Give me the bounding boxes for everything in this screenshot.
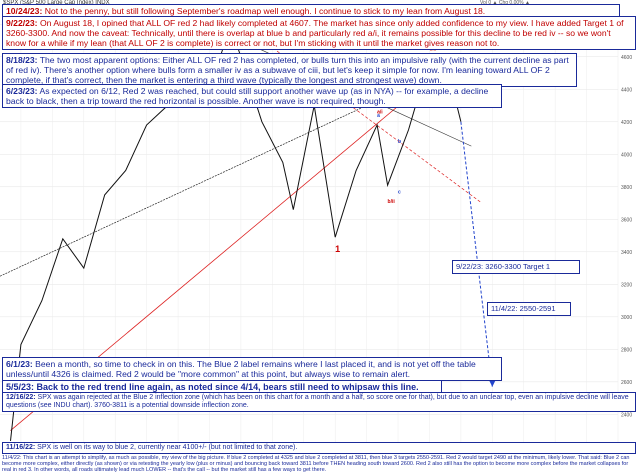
footer-note: 11/4/22: This chart is an attempt to sim… [2,455,630,473]
note-text: As expected on 6/12, Red 2 was reached, … [6,86,489,106]
target-1-text: 9/22/23: 3260-3300 Target 1 [456,262,551,271]
note-date: 6/23/23: [6,86,38,96]
note-text: Been a month, so time to check in on thi… [6,359,476,379]
note-text: The two most apparent options: Either AL… [6,55,569,85]
note-date: 12/16/22: [6,394,36,401]
note-date: 10/24/23: [6,6,43,16]
y-tick-label: 2800 [621,347,632,353]
wave-label: b/ii [388,199,396,205]
wave-label: a [377,113,380,119]
note-date: 6/1/23: [6,359,33,369]
target-2-label: 11/4/22: 2550-2591 [487,302,571,316]
y-tick-label: 2400 [621,412,632,418]
wave-label: a/i [377,110,383,116]
note-6-23-23: 6/23/23: As expected on 6/12, Red 2 was … [2,84,502,108]
y-tick-label: 4600 [621,55,632,61]
wave-label: b [398,139,401,145]
y-tick-label: 3800 [621,185,632,191]
note-text: SPX is well on its way to blue 2, curren… [37,444,298,451]
wave-label: 1 [335,244,340,254]
y-tick-label: 4400 [621,87,632,93]
note-text: Not to the penny, but still following Se… [44,6,486,16]
note-date: 5/5/23: [6,382,35,392]
target-2-text: 11/4/22: 2550-2591 [491,304,556,313]
target-1-label: 9/22/23: 3260-3300 Target 1 [452,260,580,274]
chart-title: $SPX (S&P 500 Large Cap Index) INDX [3,0,110,6]
wave-label: c [398,189,401,195]
note-text: Back to the red trend line again, as not… [36,382,419,392]
note-text: SPX was again rejected at the Blue 2 inf… [6,394,629,409]
y-tick-label: 3400 [621,250,632,256]
note-8-18-23: 8/18/23: The two most apparent options: … [2,53,577,87]
note-date: 11/16/22: [6,444,36,451]
y-tick-label: 4000 [621,152,632,158]
projection-arrowhead [489,380,496,387]
y-tick-label: 3000 [621,315,632,321]
projection-line [460,121,493,387]
note-date: 8/18/23: [6,55,38,65]
note-11-16-22: 11/16/22: SPX is well on its way to blue… [2,442,636,454]
note-9-22-23: 9/22/23: On August 18, I opined that ALL… [2,16,636,50]
note-6-1-23: 6/1/23: Been a month, so time to check i… [2,357,502,381]
y-tick-label: 3200 [621,282,632,288]
note-text: On August 18, I opined that ALL OF red 2… [6,18,624,48]
y-tick-label: 2600 [621,380,632,386]
y-tick-label: 4200 [621,120,632,126]
note-12-16-22: 12/16/22: SPX was again rejected at the … [2,392,636,412]
red-trend-line-upper [240,23,483,204]
y-tick-label: 3600 [621,217,632,223]
note-date: 9/22/23: [6,18,38,28]
chart-info: Vol 0 ▲ Chg 0.00% ▲ [480,0,530,6]
